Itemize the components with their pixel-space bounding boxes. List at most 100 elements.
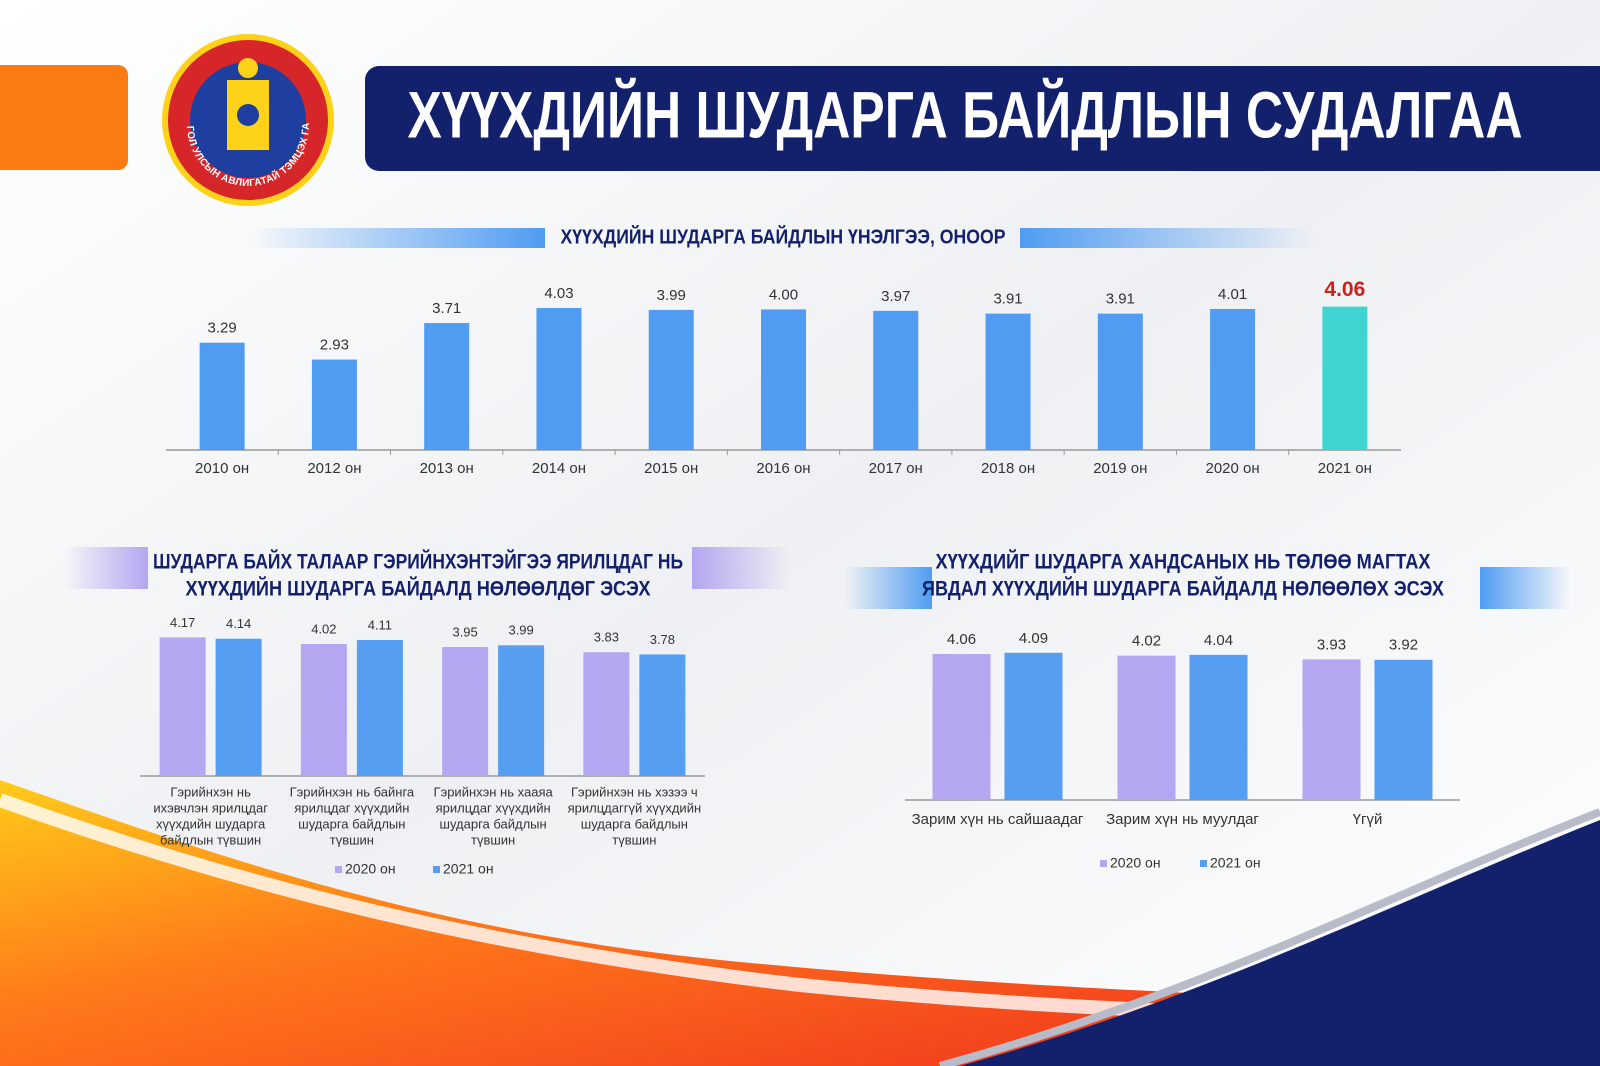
title-decoration (692, 547, 790, 589)
x-tick-label: 2014 он (532, 460, 586, 477)
value-label: 4.02 (311, 621, 336, 636)
orange-tab (0, 65, 128, 170)
bar (932, 654, 991, 800)
chart-title: ШУДАРГА БАЙХ ТАЛААР ГЭРИЙНХЭНТЭЙГЭЭ ЯРИЛ… (153, 550, 683, 574)
value-label: 3.95 (452, 624, 477, 639)
x-tick-label: 2012 он (307, 460, 361, 477)
value-label: 3.99 (657, 287, 686, 304)
x-tick-label: Гэрийнхэн нь хэзээ ч (571, 784, 698, 799)
bar (199, 342, 245, 450)
value-label: 4.09 (1019, 630, 1048, 647)
x-tick-label: 2010 он (195, 460, 249, 477)
value-label: 3.29 (208, 320, 237, 337)
bar (311, 359, 357, 450)
bar (1189, 654, 1248, 800)
chart-title: ЯВДАЛ ХҮҮХДИЙН ШУДАРГА БАЙДАЛД НӨЛӨӨЛӨХ … (922, 577, 1444, 601)
x-tick-label: 2018 он (981, 460, 1035, 477)
legend-label: 2021 он (443, 861, 494, 877)
value-label: 4.06 (1324, 278, 1365, 301)
value-label: 4.04 (1204, 632, 1233, 649)
legend-label: 2020 он (345, 861, 396, 877)
value-label: 4.03 (544, 285, 573, 302)
swoosh (0, 780, 1350, 1066)
legend-swatch (1100, 860, 1107, 867)
value-label: 4.01 (1218, 286, 1247, 303)
x-tick-label: шударга байдлын (440, 816, 547, 831)
bar (1004, 652, 1063, 800)
title-decoration (1020, 228, 1315, 248)
legend-swatch (335, 866, 342, 873)
x-tick-label: Зарим хүн нь муулдаг (1106, 811, 1259, 828)
title-decoration (845, 567, 932, 609)
bar (442, 647, 489, 776)
bar (1302, 659, 1361, 800)
chart-title: ХҮҮХДИЙН ШУДАРГА БАЙДАЛД НӨЛӨӨЛДӨГ ЭСЭХ (186, 577, 651, 601)
x-tick-label: Гэрийнхэн нь хааяа (434, 784, 554, 799)
bar (356, 640, 403, 776)
x-tick-label: байдлын түвшин (160, 832, 261, 847)
value-label: 4.17 (170, 615, 195, 630)
value-label: 3.91 (1106, 291, 1135, 308)
bar (761, 309, 806, 450)
value-label: 4.06 (947, 631, 976, 648)
legend-swatch (433, 866, 440, 873)
x-tick-label: 2017 он (869, 460, 923, 477)
value-label: 3.83 (594, 630, 619, 645)
legend-swatch (1200, 860, 1207, 867)
value-label: 3.78 (650, 632, 675, 647)
bar (1097, 313, 1143, 450)
x-tick-label: хүүхдийн шударга (156, 816, 266, 831)
x-tick-label: түвшин (471, 832, 515, 847)
bar (985, 313, 1031, 450)
bar (583, 652, 630, 776)
title-decoration (1480, 567, 1570, 609)
x-tick-label: ярилцдаггүй хүүхдийн (568, 800, 702, 815)
bar (424, 323, 470, 450)
page-title: ХҮҮХДИЙН ШУДАРГА БАЙДЛЫН СУДАЛГАА (408, 76, 1523, 151)
value-label: 4.00 (769, 286, 798, 303)
value-label: 3.71 (432, 300, 461, 317)
x-tick-label: шударга байдлын (298, 816, 405, 831)
chart-title: ХҮҮХДИЙН ШУДАРГА БАЙДЛЫН ҮНЭЛГЭЭ, ОНООР (561, 224, 1006, 248)
x-tick-label: 2016 он (756, 460, 810, 477)
x-tick-label: Гэрийнхэн нь (170, 784, 251, 799)
legend-label: 2020 он (1110, 855, 1161, 871)
bar (873, 310, 919, 450)
value-label: 3.93 (1317, 636, 1346, 653)
bar (1210, 308, 1256, 450)
chart-title: ХҮҮХДИЙГ ШУДАРГА ХАНДСАНЫХ НЬ ТӨЛӨӨ МАГТ… (936, 550, 1431, 574)
value-label: 3.91 (993, 291, 1022, 308)
x-tick-label: ярилцдаг хүүхдийн (294, 800, 409, 815)
bar (536, 308, 582, 450)
x-tick-label: түвшин (330, 832, 374, 847)
bar (1117, 655, 1176, 800)
bar (639, 654, 686, 776)
value-label: 3.92 (1389, 637, 1418, 654)
x-tick-label: Гэрийнхэн нь байнга (290, 784, 415, 799)
bar (1374, 659, 1433, 800)
x-tick-label: 2021 он (1318, 460, 1372, 477)
bar (159, 637, 206, 776)
x-tick-label: шударга байдлын (581, 816, 688, 831)
title-decoration (250, 228, 545, 248)
bar (498, 645, 545, 776)
value-label: 4.14 (226, 616, 251, 631)
swoosh-line (938, 808, 1600, 1066)
bar (215, 638, 262, 776)
value-label: 3.97 (881, 288, 910, 305)
x-tick-label: Үгүй (1353, 811, 1383, 828)
bar (648, 309, 694, 450)
bar (1322, 306, 1368, 450)
title-decoration (65, 547, 148, 589)
x-tick-label: 2020 он (1206, 460, 1260, 477)
value-label: 4.02 (1132, 633, 1161, 650)
x-tick-label: 2015 он (644, 460, 698, 477)
x-tick-label: 2013 он (420, 460, 474, 477)
x-tick-label: ихэвчлэн ярилцдаг (153, 800, 268, 815)
value-label: 4.11 (368, 617, 392, 632)
x-tick-label: Зарим хүн нь сайшаадаг (912, 811, 1084, 828)
value-label: 3.99 (508, 623, 533, 638)
value-label: 2.93 (320, 337, 349, 354)
x-tick-label: түвшин (612, 832, 656, 847)
